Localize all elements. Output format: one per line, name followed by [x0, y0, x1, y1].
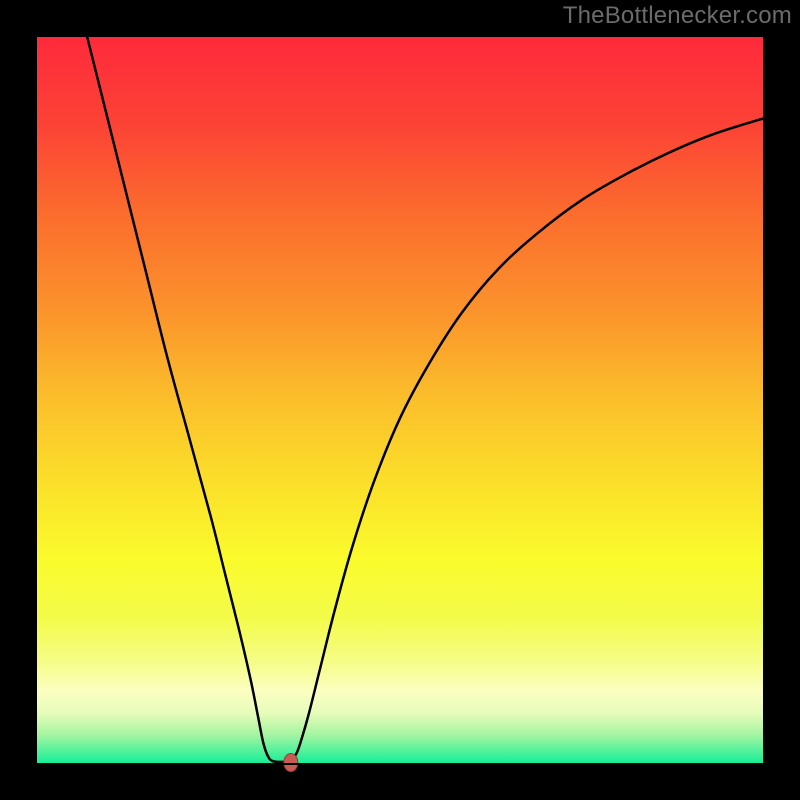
plot-background: [36, 36, 764, 764]
minimum-marker: [284, 754, 298, 772]
chart-container: TheBottlenecker.com: [0, 0, 800, 800]
watermark-text: TheBottlenecker.com: [563, 2, 792, 30]
chart-svg: [0, 0, 800, 800]
